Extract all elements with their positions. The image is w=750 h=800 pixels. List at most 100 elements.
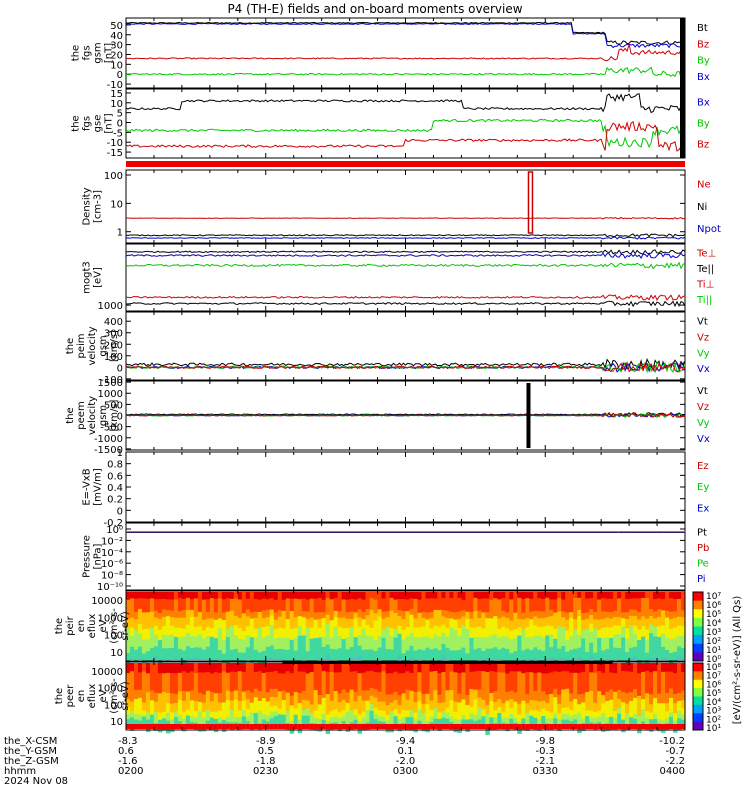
peer_spec-cell <box>609 709 614 718</box>
peer_spec-cell <box>369 695 375 705</box>
peer_spec-cell <box>321 724 327 729</box>
peer_spec-cell <box>625 693 630 705</box>
peir_spec-cell <box>377 597 383 610</box>
colorbar-tick: 10² <box>706 637 721 647</box>
peim_vel-ytick-label: 400 <box>104 317 123 328</box>
peer_spec-cell <box>221 663 227 672</box>
peir_spec-cell <box>393 628 399 639</box>
peer_spec-cell <box>509 663 514 672</box>
peer_spec-cell <box>681 671 686 691</box>
peir_spec-cell <box>285 598 291 613</box>
peer_spec-cell <box>325 724 331 729</box>
peer_spec-cell <box>261 663 267 674</box>
peir_spec-cell <box>253 637 259 651</box>
peir_spec-cell <box>529 611 534 620</box>
peir_spec-cell <box>613 598 618 612</box>
peir_spec-cell <box>557 617 562 627</box>
peir_spec-cell <box>233 624 239 637</box>
peir_spec-cell <box>126 628 131 640</box>
peir_spec-cell <box>461 592 466 601</box>
peir_spec-cell <box>601 619 606 629</box>
peir_spec-cell <box>385 611 391 618</box>
peir_spec-cell <box>177 592 183 599</box>
peer_spec-cell <box>469 706 474 714</box>
peir_spec-cell <box>605 658 610 660</box>
peer_spec-cell <box>681 700 686 709</box>
peer_spec-cell <box>237 663 243 672</box>
peer_spec-cell <box>225 724 231 729</box>
peer_spec-cell <box>413 691 418 703</box>
peir_spec-cell <box>305 637 311 652</box>
peer_spec-cell <box>525 712 530 721</box>
peir_spec-cell <box>249 612 255 620</box>
peir_spec-cell <box>349 627 355 637</box>
peir_spec-cell <box>193 610 199 618</box>
peer_spec-cell <box>281 724 287 729</box>
peer_spec-cell <box>309 724 315 729</box>
peir_spec-cell <box>677 635 682 647</box>
peir_spec-cell <box>297 626 303 637</box>
peir_spec-cell <box>657 636 662 648</box>
peir_spec-cell <box>341 599 347 613</box>
peer_spec-cell <box>413 724 418 729</box>
peer_spec-cell <box>289 673 295 697</box>
peer_spec-cell <box>189 671 195 691</box>
peir_spec-cell <box>157 653 163 665</box>
peer_spec-cell <box>297 719 303 727</box>
peir_spec-cell <box>357 592 363 599</box>
peer_spec-cell <box>329 700 335 712</box>
peer_spec-cell <box>593 693 598 704</box>
peer_spec-cell <box>509 690 514 700</box>
peer_spec-cell <box>461 699 466 709</box>
peir_spec-cell <box>221 653 227 667</box>
peir_spec-cell <box>133 638 139 651</box>
peir_spec-cell <box>185 616 191 626</box>
colorbar-tick: 10¹ <box>706 724 721 734</box>
peir_spec-cell <box>545 625 550 636</box>
peer_spec-cell <box>221 702 227 713</box>
peer_spec-cell <box>197 711 203 719</box>
peir_spec-cell <box>209 598 215 613</box>
density-legend-Ni: Ni <box>697 202 707 213</box>
peer_spec-cell <box>261 719 267 728</box>
peer_spec-cell <box>421 672 426 695</box>
peer_spec-cell <box>525 703 530 713</box>
peer_spec-cell <box>169 693 175 705</box>
peir_spec-cell <box>229 592 235 600</box>
peer_spec-cell <box>565 688 570 699</box>
peir_spec-cell <box>541 626 546 639</box>
peer_spec-cell <box>373 713 379 720</box>
peer_spec-cell <box>381 693 387 703</box>
peer_spec-cell <box>305 673 311 694</box>
peir_spec-cell <box>189 658 195 660</box>
peir_spec-cell <box>257 638 263 653</box>
peer_spec-cell <box>405 710 410 718</box>
peer_spec-cell <box>681 663 686 673</box>
peir_spec-cell <box>137 615 143 625</box>
peir_spec-cell <box>461 636 466 649</box>
peer_spec-cell <box>353 701 359 710</box>
peer_spec-cell <box>237 717 243 724</box>
peir_spec-cell <box>577 592 582 599</box>
peir_spec-cell <box>625 592 630 600</box>
peir_spec-cell <box>181 636 187 651</box>
peir_spec-cell <box>409 592 414 599</box>
efield-ytick-label: -0.2 <box>103 518 123 529</box>
peer_spec-cell <box>533 673 538 692</box>
peir_spec-cell <box>617 610 622 618</box>
peir_spec-cell <box>621 649 626 663</box>
peer_spec-cell <box>509 713 514 720</box>
peer_spec-cell <box>401 710 406 718</box>
peir_spec-cell <box>189 592 195 600</box>
peer_spec-cell <box>133 699 139 709</box>
efield-legend-Ez: Ez <box>697 461 709 472</box>
peer_spec-ylabel-line: the <box>54 688 65 704</box>
fgs_gsm-ytick-label: 10 <box>110 60 123 71</box>
peer_spec-cell <box>393 663 399 673</box>
peir_spec-cell <box>353 648 359 659</box>
peer_spec-cell <box>365 663 371 672</box>
peir_spec-cell <box>209 628 215 638</box>
peer_spec-cell <box>301 724 307 729</box>
peer_spec-cell <box>253 697 259 707</box>
peer_spec-cell <box>517 663 522 672</box>
